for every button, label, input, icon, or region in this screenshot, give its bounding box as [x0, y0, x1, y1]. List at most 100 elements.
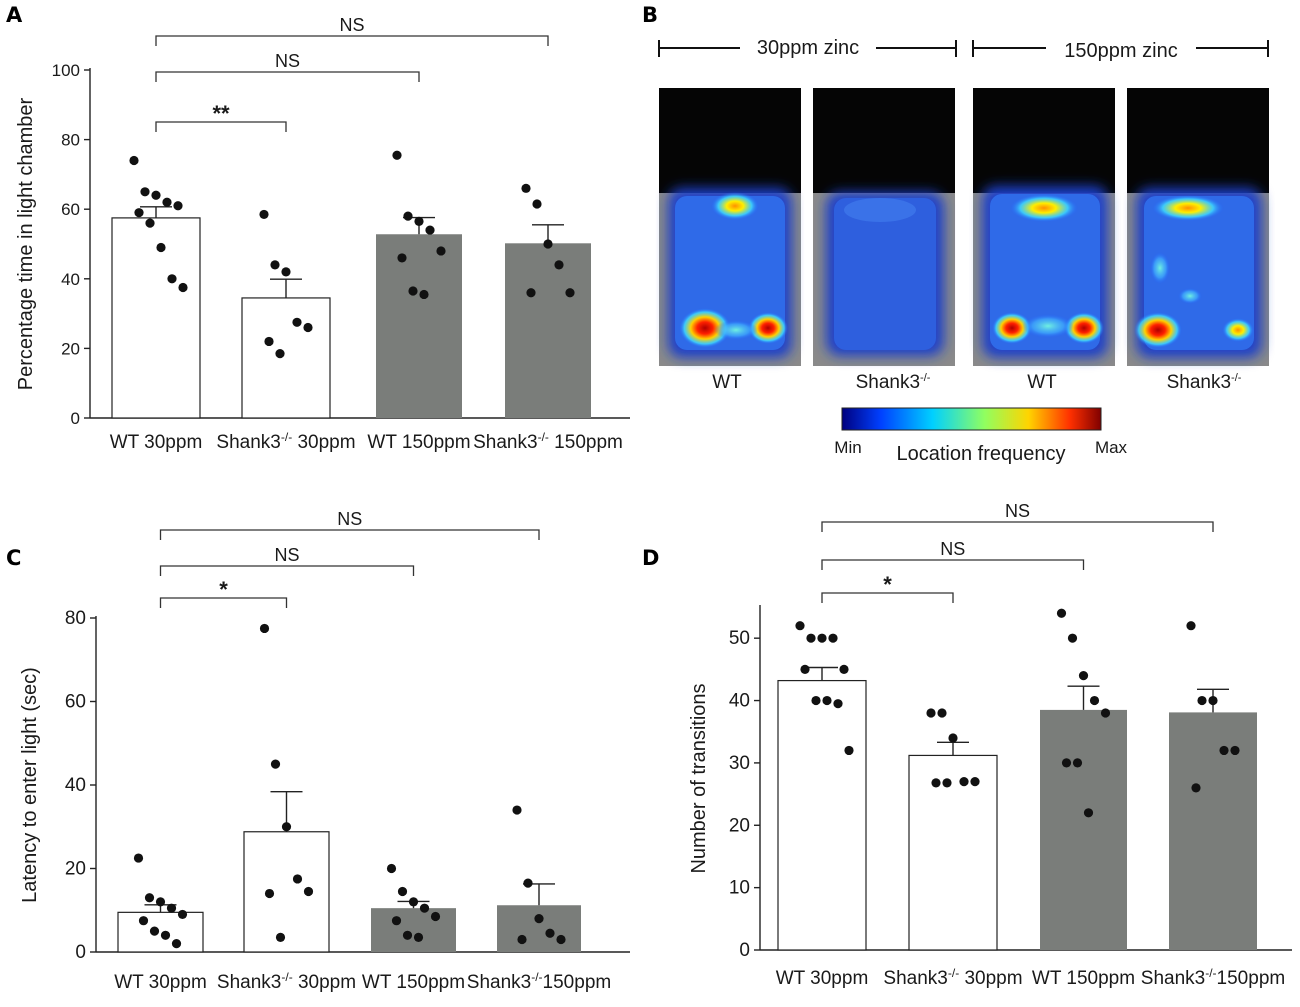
panel-letter-b: B: [642, 3, 658, 27]
data-point: [419, 903, 430, 913]
heatmap-shank3-150ppm: [1127, 88, 1269, 366]
panel-letter-c: C: [6, 546, 21, 570]
data-point: [408, 286, 418, 296]
chart-d: 0 10 20 30 40 50 Number of transitions WT 30ppm…: [688, 501, 1292, 989]
colorbar-min-label: Min: [834, 438, 861, 457]
x-tick-label: WT 150ppm: [367, 432, 470, 453]
data-point: [171, 939, 182, 949]
data-point: [419, 289, 429, 300]
data-point: [173, 201, 183, 211]
heatmap-label-wt-30ppm: WT: [712, 372, 742, 393]
significance-label: NS: [274, 545, 299, 565]
data-point: [526, 288, 536, 298]
significance-bracket: [155, 35, 549, 46]
significance-label: *: [883, 572, 892, 597]
data-point: [1191, 783, 1201, 793]
data-point: [543, 239, 553, 249]
data-point: [140, 187, 150, 197]
data-point: [425, 225, 435, 235]
significance-label: NS: [275, 51, 300, 71]
y-tick-label: 0: [75, 942, 86, 963]
panel-letter-a: A: [6, 3, 23, 27]
data-point: [800, 664, 810, 674]
data-point: [1100, 708, 1111, 718]
data-point: [1230, 745, 1240, 756]
significance-bracket: [821, 521, 1214, 532]
bar: [505, 243, 591, 418]
data-point: [264, 336, 274, 347]
bar: [241, 297, 331, 419]
colorbar: [841, 407, 1102, 431]
data-point: [926, 708, 936, 718]
data-point: [397, 253, 407, 263]
data-point: [1186, 621, 1196, 631]
data-point: [833, 699, 843, 709]
data-point: [270, 759, 281, 769]
data-point: [523, 878, 533, 888]
bar: [1040, 709, 1127, 950]
data-point: [138, 916, 149, 926]
y-tick-label: 0: [71, 409, 80, 428]
data-point: [828, 633, 838, 643]
y-tick-label: 40: [65, 775, 86, 796]
data-point: [1197, 695, 1207, 706]
data-point: [151, 190, 161, 200]
data-point: [156, 242, 166, 253]
significance-bracket: [155, 71, 420, 82]
x-tick-label: WT 30ppm: [114, 972, 207, 993]
group-header-150ppm: 150ppm zinc: [972, 40, 1269, 62]
significance-bracket: [821, 559, 1085, 570]
heatmap-label-wt-150ppm: WT: [1027, 372, 1057, 393]
data-point: [430, 911, 441, 922]
y-tick-label: 10: [729, 878, 750, 899]
data-point: [413, 932, 424, 942]
data-point: [270, 260, 280, 270]
significance-bracket: [159, 529, 540, 540]
data-point: [1083, 808, 1094, 818]
x-tick-label: Shank3-/-150ppm: [467, 970, 611, 993]
data-point: [844, 745, 854, 756]
data-point: [275, 349, 285, 359]
data-point: [391, 916, 402, 926]
y-axis-label: Latency to enter light (sec): [19, 667, 41, 903]
data-point: [397, 886, 408, 897]
significance-bracket: [159, 597, 288, 608]
x-tick-label: Shank3-/- 30ppm: [883, 966, 1022, 989]
significance-label: NS: [339, 15, 364, 35]
data-point: [144, 893, 155, 903]
y-tick-label: 80: [65, 608, 86, 629]
data-point: [281, 822, 292, 832]
data-point: [392, 150, 402, 160]
bar: [376, 234, 462, 418]
significance-label: NS: [940, 539, 965, 559]
panel-letter-d: D: [642, 546, 659, 570]
bar: [243, 831, 330, 953]
bar: [111, 217, 201, 419]
data-point: [532, 199, 542, 209]
chart-a: 0 20 40 60 80 100 Percentage time in light cha…: [15, 15, 630, 453]
bar: [371, 908, 456, 952]
data-point: [521, 183, 531, 193]
colorbar-title: Location frequency: [896, 443, 1065, 465]
data-point: [149, 926, 160, 936]
y-tick-label: 40: [729, 691, 750, 712]
data-point: [1078, 671, 1089, 681]
data-point: [386, 863, 397, 874]
data-point: [554, 260, 564, 270]
bar: [908, 754, 998, 951]
data-point: [565, 288, 575, 298]
heatmap-label-shank3-150ppm: Shank3-/-: [1167, 372, 1242, 393]
y-tick-label: 100: [52, 61, 80, 80]
y-tick-label: 50: [729, 628, 750, 649]
significance-label: *: [219, 577, 228, 602]
data-point: [937, 708, 947, 718]
data-point: [948, 733, 958, 743]
significance-bracket: [155, 121, 287, 132]
y-tick-label: 20: [729, 815, 750, 836]
significance-label: **: [212, 101, 230, 126]
data-point: [303, 886, 314, 897]
x-tick-label: WT 30ppm: [776, 968, 869, 989]
data-point: [264, 888, 275, 899]
data-point: [1067, 633, 1078, 643]
y-tick-label: 30: [729, 753, 750, 774]
